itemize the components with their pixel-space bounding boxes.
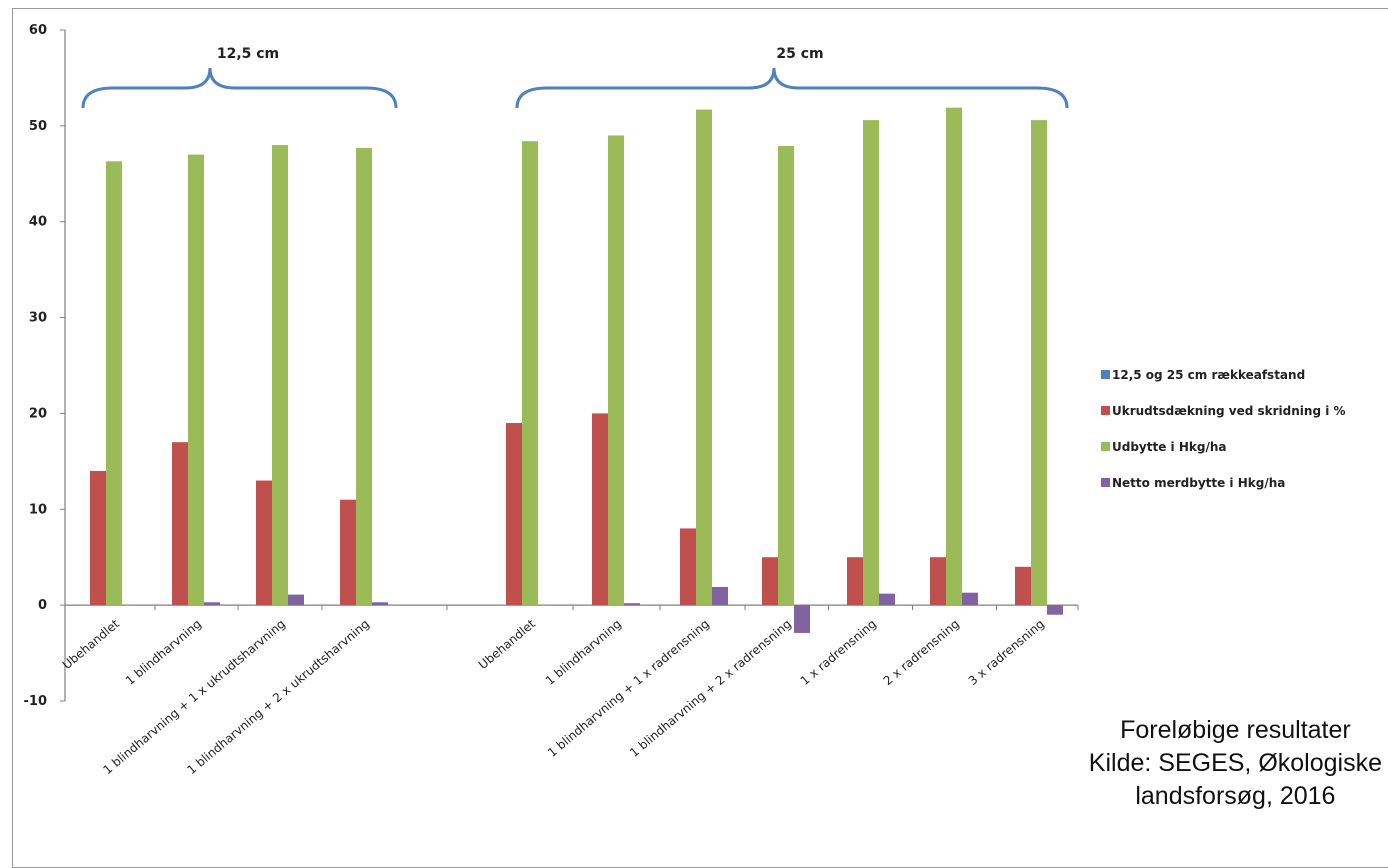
bar	[762, 557, 778, 606]
group-braces: 12,5 cm 25 cm	[81, 46, 1069, 109]
y-tick-label: 30	[29, 311, 47, 326]
legend-swatch	[1101, 478, 1110, 487]
bar	[90, 470, 106, 606]
bar	[1047, 605, 1063, 615]
bar	[272, 145, 288, 606]
category-label: 1 blindharvning + 2 x radrensning	[627, 617, 794, 760]
legend-label: 12,5 og 25 cm rækkeafstand	[1112, 368, 1305, 382]
legend-label: Netto merdbytte i Hkg/ha	[1112, 476, 1285, 490]
bar	[288, 594, 304, 606]
bar	[506, 423, 522, 606]
y-tick-label: 60	[29, 23, 47, 38]
group-brace	[515, 67, 1069, 109]
category-label: 1 blindharvning + 1 x radrensning	[545, 617, 712, 760]
bar	[592, 413, 608, 606]
chart-axes: -10 0 10 20 30 40 50 60	[24, 23, 1079, 709]
bar	[624, 603, 640, 606]
legend-label: Udbytte i Hkg/ha	[1112, 440, 1226, 454]
category-label: 1 blindharvning	[543, 617, 624, 688]
bar	[962, 592, 978, 606]
category-label: Ubehandlet	[476, 617, 538, 673]
bar	[778, 145, 794, 606]
caption-line-2: Kilde: SEGES, Økologiske	[1088, 749, 1382, 777]
y-tick-label: 50	[29, 119, 47, 134]
category-label: 3 x radrensning	[966, 617, 1047, 688]
bar	[794, 605, 810, 633]
category-label: 2 x radrensning	[881, 617, 962, 688]
bar	[863, 120, 879, 606]
bar	[608, 135, 624, 606]
category-label: Ubehandlet	[60, 617, 122, 673]
bar	[204, 602, 220, 606]
legend-swatch	[1101, 370, 1110, 379]
bar	[356, 147, 372, 606]
bar	[106, 161, 122, 606]
caption-line-1: Foreløbige resultater	[1120, 716, 1351, 744]
legend-swatch	[1101, 406, 1110, 415]
bar	[930, 557, 946, 606]
bar	[680, 528, 696, 606]
group-brace	[81, 67, 398, 109]
bar	[372, 602, 388, 606]
y-tick-label: 0	[38, 598, 47, 613]
bar	[1031, 120, 1047, 606]
group-label: 12,5 cm	[217, 46, 279, 62]
bar	[712, 586, 728, 606]
bar	[847, 557, 863, 606]
bar-chart: -10 0 10 20 30 40 50 60 12,5 cm 25 cm Ubehandlet…	[24, 23, 1346, 778]
group-label: 25 cm	[776, 46, 823, 62]
chart-legend: 12,5 og 25 cm rækkeafstand Ukrudtsdækning…	[1101, 368, 1346, 490]
bar	[1015, 566, 1031, 606]
bar	[946, 107, 962, 606]
bar	[188, 154, 204, 606]
bar	[879, 593, 895, 606]
legend-swatch	[1101, 442, 1110, 451]
chart-bars	[90, 107, 1063, 633]
category-label: 1 blindharvning + 2 x ukrudtsharvning	[184, 617, 371, 777]
bar	[340, 499, 356, 606]
y-tick-label: 40	[29, 215, 47, 230]
bar	[172, 442, 188, 606]
source-caption: Foreløbige resultater Kilde: SEGES, Økol…	[1089, 714, 1382, 813]
legend-label: Ukrudtsdækning ved skridning i %	[1112, 404, 1346, 418]
bar	[256, 480, 272, 606]
y-tick-label: 20	[29, 406, 47, 421]
y-tick-label: 10	[29, 502, 47, 517]
caption-line-3: landsforsøg, 2016	[1135, 782, 1336, 810]
y-tick-label: -10	[24, 694, 48, 709]
bar	[696, 109, 712, 606]
category-label: 1 blindharvning + 1 x ukrudtsharvning	[100, 617, 287, 777]
bar	[522, 141, 538, 606]
category-label: 1 blindharvning	[123, 617, 204, 688]
